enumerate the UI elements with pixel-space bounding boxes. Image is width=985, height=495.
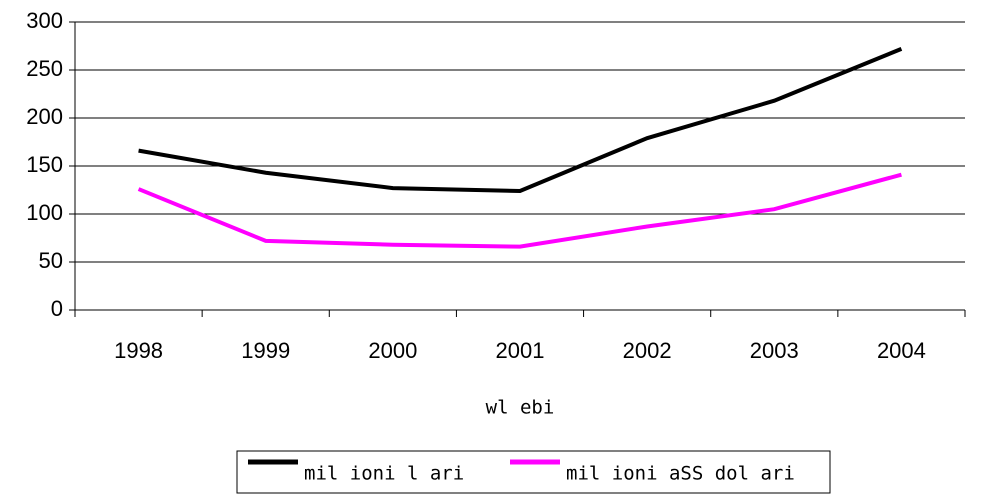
legend-label: mil ioni l ari <box>304 463 464 485</box>
x-tick-label: 2000 <box>368 338 417 363</box>
y-tick-label: 50 <box>39 248 63 273</box>
series-line <box>138 47 903 193</box>
x-tick-label: 2001 <box>496 338 545 363</box>
legend-box <box>236 450 831 494</box>
x-tick-label: 2004 <box>877 338 926 363</box>
legend-label: mil ioni aSS dol ari <box>566 463 795 485</box>
y-tick-label: 200 <box>26 104 63 129</box>
y-tick-label: 0 <box>51 296 63 321</box>
y-tick-label: 300 <box>26 8 63 33</box>
x-tick-label: 2003 <box>750 338 799 363</box>
x-tick-label: 1999 <box>241 338 290 363</box>
y-tick-label: 100 <box>26 200 63 225</box>
x-tick-label: 2002 <box>623 338 672 363</box>
y-tick-label: 250 <box>26 56 63 81</box>
x-axis-label: wl ebi <box>486 397 555 419</box>
x-tick-label: 1998 <box>114 338 163 363</box>
y-tick-label: 150 <box>26 152 63 177</box>
series-line <box>137 172 902 249</box>
